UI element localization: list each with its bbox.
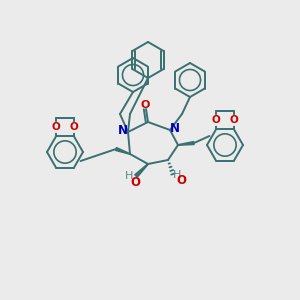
Text: O: O — [176, 175, 186, 188]
Text: N: N — [118, 124, 128, 137]
Text: N: N — [170, 122, 180, 136]
Text: O: O — [52, 122, 60, 132]
Polygon shape — [178, 142, 194, 145]
Text: O: O — [70, 122, 78, 132]
Polygon shape — [116, 148, 130, 154]
Text: O: O — [140, 100, 150, 110]
Text: H: H — [173, 170, 181, 180]
Text: O: O — [230, 116, 238, 125]
Text: H: H — [125, 171, 133, 181]
Text: O: O — [130, 176, 140, 190]
Polygon shape — [135, 164, 148, 177]
Text: O: O — [212, 116, 220, 125]
